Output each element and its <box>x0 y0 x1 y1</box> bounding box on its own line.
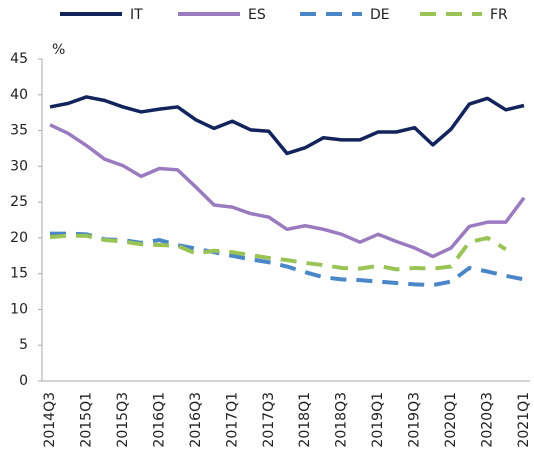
x-tick-label: 2021Q1 <box>516 392 532 448</box>
legend-label: ES <box>248 7 266 23</box>
y-tick-label: 20 <box>10 230 28 246</box>
x-tick-label: 2016Q3 <box>188 392 204 448</box>
y-tick-label: 15 <box>10 266 28 282</box>
y-axis-label: % <box>52 42 65 58</box>
x-tick-label: 2018Q1 <box>297 392 313 448</box>
y-tick-label: 40 <box>10 87 28 103</box>
y-tick-label: 25 <box>10 194 28 210</box>
series-line <box>49 123 526 259</box>
legend-label: DE <box>370 7 390 23</box>
x-tick-label: 2015Q1 <box>78 392 94 448</box>
x-tick-label: 2019Q3 <box>407 392 423 448</box>
y-tick-label: 35 <box>10 123 28 139</box>
y-tick-label: 10 <box>10 301 28 317</box>
x-tick-label: 2017Q1 <box>224 392 240 448</box>
x-tick-label: 2016Q1 <box>151 392 167 448</box>
x-tick-label: 2020Q3 <box>480 392 496 448</box>
series-line <box>49 95 525 156</box>
x-tick-label: 2014Q3 <box>42 392 58 448</box>
legend-label: IT <box>130 7 143 23</box>
legend-label: FR <box>490 7 508 23</box>
x-tick-label: 2020Q1 <box>443 392 459 448</box>
y-tick-label: 45 <box>10 51 28 67</box>
y-tick-label: 5 <box>19 337 28 353</box>
y-tick-label: 30 <box>10 158 28 174</box>
x-tick-label: 2018Q3 <box>334 392 350 448</box>
y-tick-label: 0 <box>19 373 28 389</box>
x-tick-label: 2019Q1 <box>370 392 386 448</box>
x-tick-label: 2017Q3 <box>261 392 277 448</box>
x-tick-label: 2015Q3 <box>115 392 131 448</box>
